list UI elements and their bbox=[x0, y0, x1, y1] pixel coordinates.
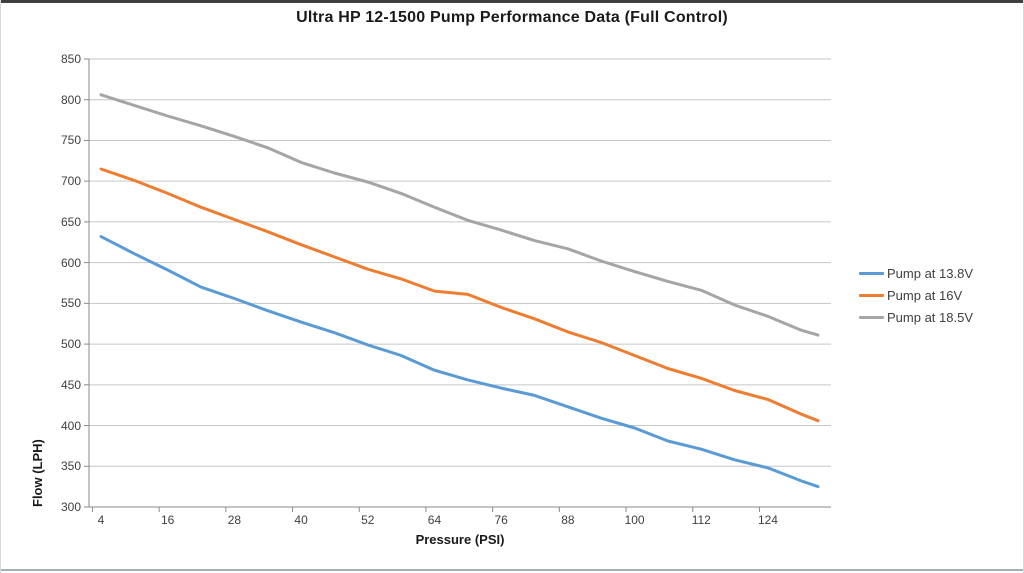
y-tick-label: 600 bbox=[60, 255, 81, 270]
y-tick-label: 300 bbox=[60, 500, 81, 514]
legend-line-sample bbox=[859, 315, 884, 319]
y-tick-label: 650 bbox=[60, 214, 81, 229]
series-line bbox=[99, 93, 820, 337]
y-tick-label: 700 bbox=[60, 174, 81, 189]
y-tick-label: 500 bbox=[60, 337, 81, 352]
series-line bbox=[99, 167, 820, 423]
y-tick-label: 550 bbox=[60, 296, 81, 311]
legend-line-sample bbox=[859, 271, 884, 275]
legend-item: Pump at 16V bbox=[859, 284, 973, 306]
y-tick-label: 350 bbox=[60, 459, 81, 474]
x-tick-label: 40 bbox=[294, 513, 308, 527]
legend-label: Pump at 13.8V bbox=[887, 265, 973, 281]
legend: Pump at 13.8V Pump at 16V Pump at 18.5V bbox=[859, 262, 973, 328]
legend-item: Pump at 18.5V bbox=[859, 306, 973, 328]
chart-title: Ultra HP 12-1500 Pump Performance Data (… bbox=[296, 9, 728, 26]
legend-label: Pump at 18.5V bbox=[887, 309, 973, 325]
x-tick-label: 100 bbox=[624, 513, 645, 527]
x-tick-label: 4 bbox=[97, 513, 105, 527]
y-tick-label: 800 bbox=[60, 92, 81, 107]
x-tick-label: 124 bbox=[757, 513, 778, 527]
x-tick-label: 64 bbox=[427, 513, 442, 527]
legend-label: Pump at 16V bbox=[887, 287, 963, 303]
y-tick-label: 400 bbox=[60, 418, 81, 433]
window-bottom-edge bbox=[1, 569, 1023, 571]
y-axis-title: Flow (LPH) bbox=[30, 439, 45, 507]
series-line bbox=[99, 235, 820, 489]
x-axis-title: Pressure (PSI) bbox=[415, 532, 505, 547]
y-tick-label: 850 bbox=[60, 52, 81, 66]
x-tick-label: 76 bbox=[494, 513, 508, 527]
x-tick-label: 112 bbox=[691, 513, 711, 527]
y-tick-label: 750 bbox=[60, 133, 81, 148]
x-tick-label: 88 bbox=[561, 513, 575, 527]
window-top-edge bbox=[1, 0, 1023, 3]
y-tick-label: 450 bbox=[60, 377, 81, 392]
legend-line-sample bbox=[859, 293, 884, 297]
x-tick-label: 28 bbox=[227, 513, 242, 527]
legend-item: Pump at 13.8V bbox=[859, 262, 973, 284]
x-tick-label: 16 bbox=[161, 513, 175, 527]
x-tick-label: 52 bbox=[361, 513, 375, 527]
